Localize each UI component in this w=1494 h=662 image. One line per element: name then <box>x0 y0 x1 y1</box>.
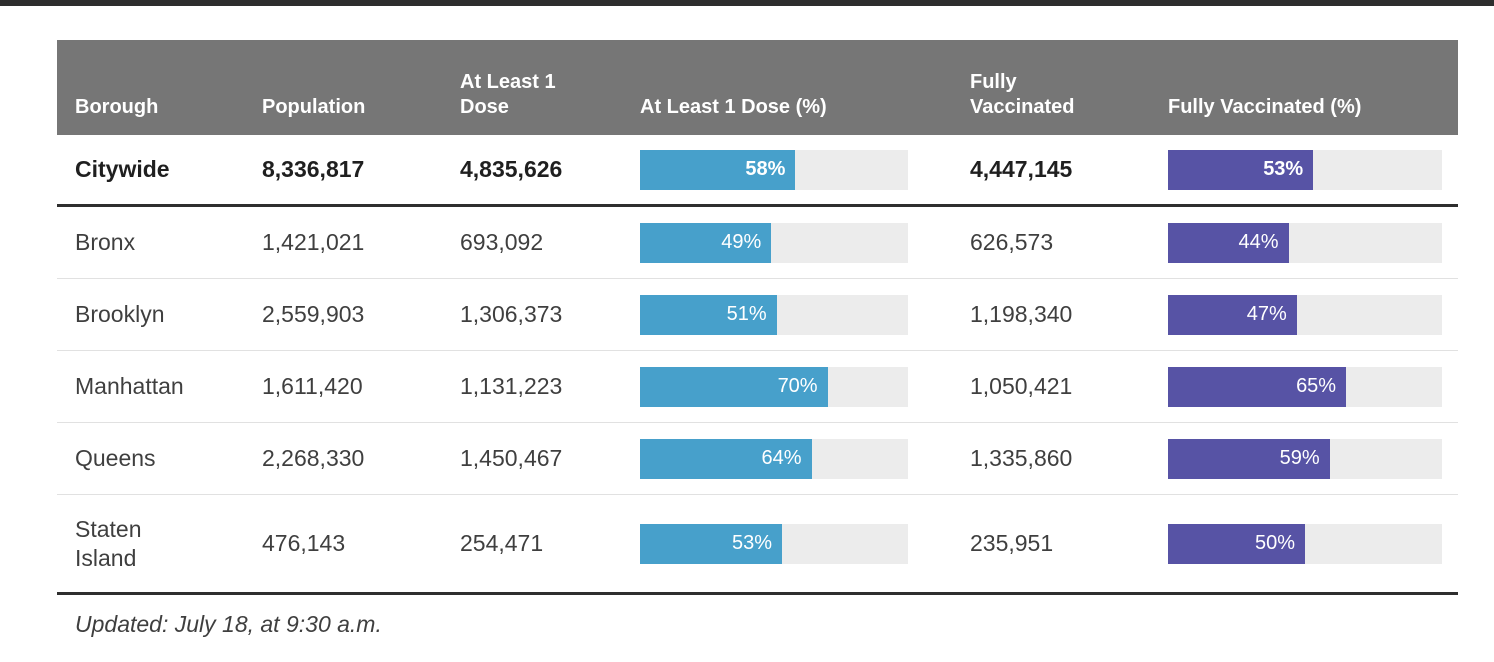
column-header-population: Population <box>262 96 366 118</box>
dose1-count-cell: 1,131,223 <box>460 373 563 399</box>
dose1-pct-cell: 64% <box>640 438 970 479</box>
column-header-at-least-1-dose-pct: At Least 1 Dose (%) <box>640 96 827 118</box>
table-row-bronx: Bronx 1,421,021 693,092 49% 626,573 44% <box>57 207 1458 279</box>
dose1-bar: 51% <box>640 294 777 335</box>
population-cell: 8,336,817 <box>262 156 365 182</box>
table-row-citywide: Citywide 8,336,817 4,835,626 58% 4,447,1… <box>57 135 1458 207</box>
top-divider <box>0 0 1494 6</box>
table-row-queens: Queens 2,268,330 1,450,467 64% 1,335,860… <box>57 423 1458 495</box>
fully-bar: 53% <box>1168 149 1314 190</box>
column-header-borough: Borough <box>75 96 159 118</box>
population-cell: 1,611,420 <box>262 373 363 399</box>
borough-cell: Staten Island <box>75 516 142 571</box>
fully-count-cell: 626,573 <box>970 229 1054 255</box>
fully-bar: 59% <box>1168 438 1330 479</box>
dose1-pct-cell: 58% <box>640 149 970 190</box>
fully-count-cell: 4,447,145 <box>970 156 1073 182</box>
fully-count-cell: 235,951 <box>970 530 1054 556</box>
borough-cell: Brooklyn <box>75 301 165 328</box>
population-cell: 476,143 <box>262 530 346 556</box>
borough-cell: Queens <box>75 445 156 472</box>
dose1-count-cell: 1,450,467 <box>460 445 563 471</box>
fully-pct-cell: 59% <box>1168 438 1442 479</box>
table-header: Borough Population At Least 1 Dose At Le… <box>57 40 1458 135</box>
fully-bar-track: 65% <box>1168 366 1442 407</box>
fully-pct-cell: 50% <box>1168 523 1442 564</box>
dose1-count-cell: 693,092 <box>460 229 544 255</box>
dose1-bar-track: 49% <box>640 222 908 263</box>
column-header-fully-vaccinated-pct: Fully Vaccinated (%) <box>1168 96 1362 118</box>
dose1-bar: 58% <box>640 149 796 190</box>
fully-count-cell: 1,335,860 <box>970 445 1073 471</box>
updated-timestamp: Updated: July 18, at 9:30 a.m. <box>75 611 382 637</box>
dose1-pct-cell: 53% <box>640 523 970 564</box>
fully-pct-cell: 47% <box>1168 294 1442 335</box>
fully-pct-cell: 65% <box>1168 366 1442 407</box>
dose1-count-cell: 254,471 <box>460 530 544 556</box>
table-row-manhattan: Manhattan 1,611,420 1,131,223 70% 1,050,… <box>57 351 1458 423</box>
dose1-pct-cell: 49% <box>640 222 970 263</box>
dose1-count-cell: 4,835,626 <box>460 156 563 182</box>
column-header-fully-vaccinated: Fully Vaccinated <box>970 71 1075 118</box>
fully-pct-cell: 53% <box>1168 149 1442 190</box>
dose1-count-cell: 1,306,373 <box>460 301 563 327</box>
dose1-bar: 70% <box>640 366 828 407</box>
fully-bar-track: 44% <box>1168 222 1442 263</box>
table-row-staten-island: Staten Island 476,143 254,471 53% 235,95… <box>57 495 1458 595</box>
fully-bar: 44% <box>1168 222 1289 263</box>
fully-count-cell: 1,198,340 <box>970 301 1073 327</box>
dose1-pct-cell: 51% <box>640 294 970 335</box>
dose1-bar-track: 53% <box>640 523 908 564</box>
fully-bar: 47% <box>1168 294 1297 335</box>
fully-bar-track: 59% <box>1168 438 1442 479</box>
dose1-bar-track: 64% <box>640 438 908 479</box>
population-cell: 2,559,903 <box>262 301 365 327</box>
dose1-bar-track: 51% <box>640 294 908 335</box>
dose1-pct-cell: 70% <box>640 366 970 407</box>
population-cell: 1,421,021 <box>262 229 365 255</box>
vaccination-table: Borough Population At Least 1 Dose At Le… <box>57 40 1458 638</box>
fully-bar-track: 50% <box>1168 523 1442 564</box>
fully-bar-track: 53% <box>1168 149 1442 190</box>
column-header-at-least-1-dose: At Least 1 Dose <box>460 71 556 118</box>
fully-pct-cell: 44% <box>1168 222 1442 263</box>
dose1-bar-track: 58% <box>640 149 908 190</box>
borough-cell: Bronx <box>75 229 136 256</box>
fully-bar-track: 47% <box>1168 294 1442 335</box>
fully-bar: 50% <box>1168 523 1305 564</box>
borough-cell: Citywide <box>75 156 170 183</box>
fully-bar: 65% <box>1168 366 1347 407</box>
dose1-bar-track: 70% <box>640 366 908 407</box>
dose1-bar: 53% <box>640 523 783 564</box>
table-row-brooklyn: Brooklyn 2,559,903 1,306,373 51% 1,198,3… <box>57 279 1458 351</box>
borough-cell: Manhattan <box>75 373 184 400</box>
fully-count-cell: 1,050,421 <box>970 373 1073 399</box>
population-cell: 2,268,330 <box>262 445 365 471</box>
dose1-bar: 64% <box>640 438 812 479</box>
dose1-bar: 49% <box>640 222 772 263</box>
